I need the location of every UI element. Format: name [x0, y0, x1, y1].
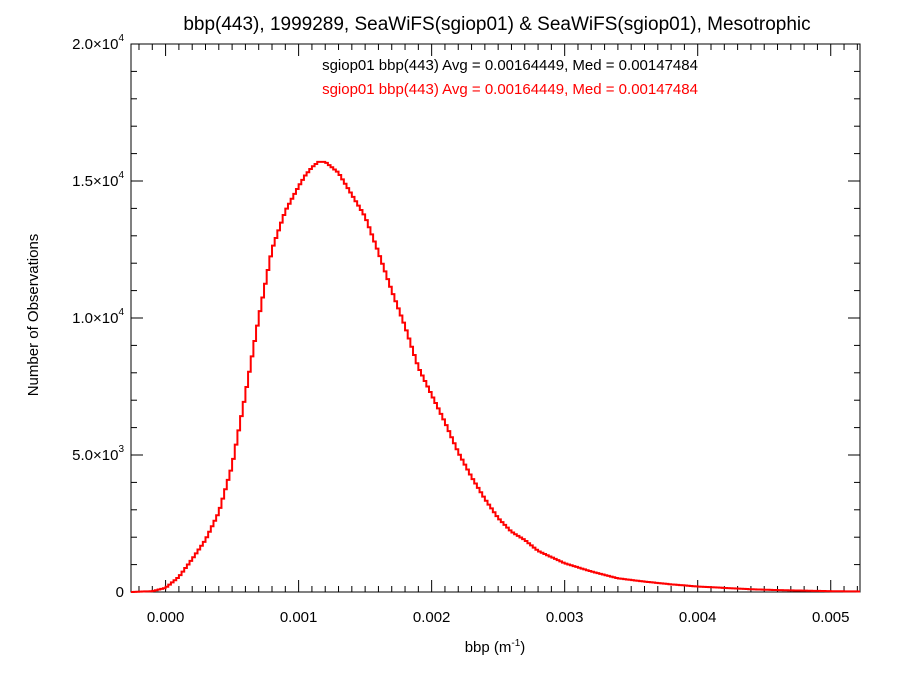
x-tick-label: 0.003 [546, 609, 584, 626]
chart-title: bbp(443), 1999289, SeaWiFS(sgiop01) & Se… [183, 14, 810, 35]
x-tick-label: 0.005 [812, 609, 850, 626]
legend-entry: sgiop01 bbp(443) Avg = 0.00164449, Med =… [322, 81, 698, 98]
x-tick-label: 0.001 [280, 609, 318, 626]
x-axis-label-superscript: -1 [511, 638, 520, 649]
legend: sgiop01 bbp(443) Avg = 0.00164449, Med =… [322, 57, 698, 98]
y-tick-label: 1.0×104 [72, 307, 124, 327]
x-axis-label: bbp (m-1) [465, 638, 526, 656]
y-tick-label: 1.5×104 [72, 170, 124, 190]
plot-frame [130, 43, 861, 593]
x-axis-ticks [138, 44, 858, 592]
y-axis-tick-labels: 0 5.0×103 1.0×104 1.5×104 2.0×104 [72, 33, 124, 601]
legend-entry: sgiop01 bbp(443) Avg = 0.00164449, Med =… [322, 57, 698, 74]
x-tick-label: 0.002 [413, 609, 451, 626]
x-axis-tick-labels: 0.000 0.001 0.002 0.003 0.004 0.005 [147, 609, 850, 626]
y-tick-label: 2.0×104 [72, 33, 124, 53]
x-tick-label: 0.004 [679, 609, 717, 626]
y-axis-ticks [131, 43, 860, 593]
y-axis-label: Number of Observations [25, 234, 42, 397]
series-line-sgiop01 [131, 160, 860, 593]
x-tick-label: 0.000 [147, 609, 185, 626]
y-tick-label: 0 [116, 584, 124, 601]
y-tick-label: 5.0×103 [72, 444, 124, 464]
